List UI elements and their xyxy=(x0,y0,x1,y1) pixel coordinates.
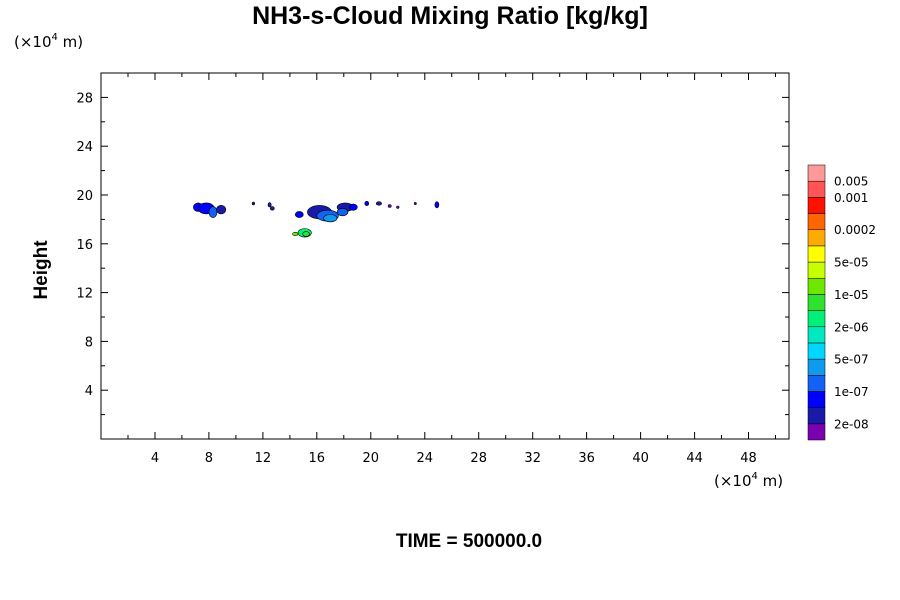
colorbar-label: 0.0002 xyxy=(834,223,876,237)
colorbar-cell-6 xyxy=(807,326,826,344)
x-unit-prefix: (×10 xyxy=(714,472,752,490)
colorbar-label: 0.005 xyxy=(834,175,868,189)
y-tick-label: 8 xyxy=(85,335,93,350)
x-tick-label: 20 xyxy=(363,451,380,466)
colorbar-label: 5e-07 xyxy=(834,353,869,367)
colorbar-cell-10 xyxy=(807,261,826,279)
colorbar-cell-13 xyxy=(807,213,826,230)
data-region-12 xyxy=(336,208,349,217)
x-tick-label: 44 xyxy=(686,451,703,466)
data-region-13 xyxy=(348,203,358,211)
y-unit-prefix: (×10 xyxy=(14,33,52,51)
axis-ticks xyxy=(101,73,789,439)
data-region-7 xyxy=(294,211,304,218)
y-tick-label: 4 xyxy=(85,384,93,399)
x-tick-label: 48 xyxy=(740,451,757,466)
y-unit-exponent: 4 xyxy=(51,32,58,43)
colorbar-cell-12 xyxy=(807,229,826,247)
colorbar-cell-11 xyxy=(807,245,826,263)
x-tick-label: 40 xyxy=(632,451,649,466)
y-unit-suffix: m) xyxy=(57,33,84,51)
colorbar-cell-0 xyxy=(807,423,826,441)
data-region-14 xyxy=(364,201,370,207)
data-region-5 xyxy=(267,202,272,208)
x-tick-label: 32 xyxy=(524,451,541,466)
data-region-19 xyxy=(434,201,440,209)
time-label: TIME = 500000.0 xyxy=(395,531,543,552)
colorbar-cell-4 xyxy=(807,358,826,376)
colorbar: 2e-08 1e-07 5e-07 2e-06 1e-05 5e-05 0.0002 0.00… xyxy=(807,164,876,441)
colorbar-label: 2e-06 xyxy=(834,320,869,334)
data-region-20 xyxy=(292,231,299,237)
data-region-2 xyxy=(208,206,218,218)
data-region-4 xyxy=(251,201,255,206)
data-region-18 xyxy=(413,202,417,206)
y-tick-label: 16 xyxy=(76,238,93,253)
colorbar-label: 0.001 xyxy=(834,191,868,205)
x-unit-exponent: 4 xyxy=(751,471,758,482)
x-tick-labels: 4 8 12 16 20 24 28 32 36 40 44 48 xyxy=(151,451,757,466)
x-tick-label: 8 xyxy=(205,451,213,466)
data-regions xyxy=(193,201,440,238)
colorbar-cell-16 xyxy=(807,164,826,182)
x-tick-label: 24 xyxy=(417,451,434,466)
y-tick-label: 28 xyxy=(76,91,93,106)
x-tick-label: 4 xyxy=(151,451,159,466)
y-tick-label: 20 xyxy=(76,189,93,204)
plot-frame xyxy=(100,72,790,440)
colorbar-label: 1e-07 xyxy=(834,385,869,399)
y-tick-label: 12 xyxy=(76,287,93,302)
colorbar-label: 5e-05 xyxy=(834,256,869,270)
colorbar-cell-8 xyxy=(807,294,826,311)
colorbar-cell-2 xyxy=(807,391,826,408)
data-region-17 xyxy=(396,205,400,209)
data-region-16 xyxy=(387,204,392,208)
data-region-10 xyxy=(323,214,338,223)
colorbar-cell-1 xyxy=(807,407,826,425)
data-region-22 xyxy=(302,231,310,237)
x-unit-label: (×104 m) xyxy=(714,471,784,490)
x-unit-suffix: m) xyxy=(757,472,784,490)
data-region-15 xyxy=(375,201,382,206)
y-unit-label: (×104 m) xyxy=(14,32,84,51)
data-region-6 xyxy=(269,206,275,211)
colorbar-label: 1e-05 xyxy=(834,288,869,302)
data-region-3 xyxy=(216,205,227,215)
colorbar-cell-7 xyxy=(807,310,826,328)
colorbar-label: 2e-08 xyxy=(834,417,869,431)
y-tick-labels: 4 8 12 16 20 24 28 xyxy=(76,91,93,399)
x-tick-label: 16 xyxy=(309,451,326,466)
x-tick-label: 28 xyxy=(470,451,487,466)
colorbar-cell-14 xyxy=(807,197,826,214)
y-tick-label: 24 xyxy=(76,140,93,155)
colorbar-cell-9 xyxy=(807,277,826,295)
x-tick-label: 36 xyxy=(578,451,595,466)
x-tick-label: 12 xyxy=(255,451,272,466)
colorbar-cell-5 xyxy=(807,342,826,360)
colorbar-cell-15 xyxy=(807,180,826,198)
colorbar-cell-3 xyxy=(807,375,826,392)
chart-title: NH3-s-Cloud Mixing Ratio [kg/kg] xyxy=(252,2,648,30)
